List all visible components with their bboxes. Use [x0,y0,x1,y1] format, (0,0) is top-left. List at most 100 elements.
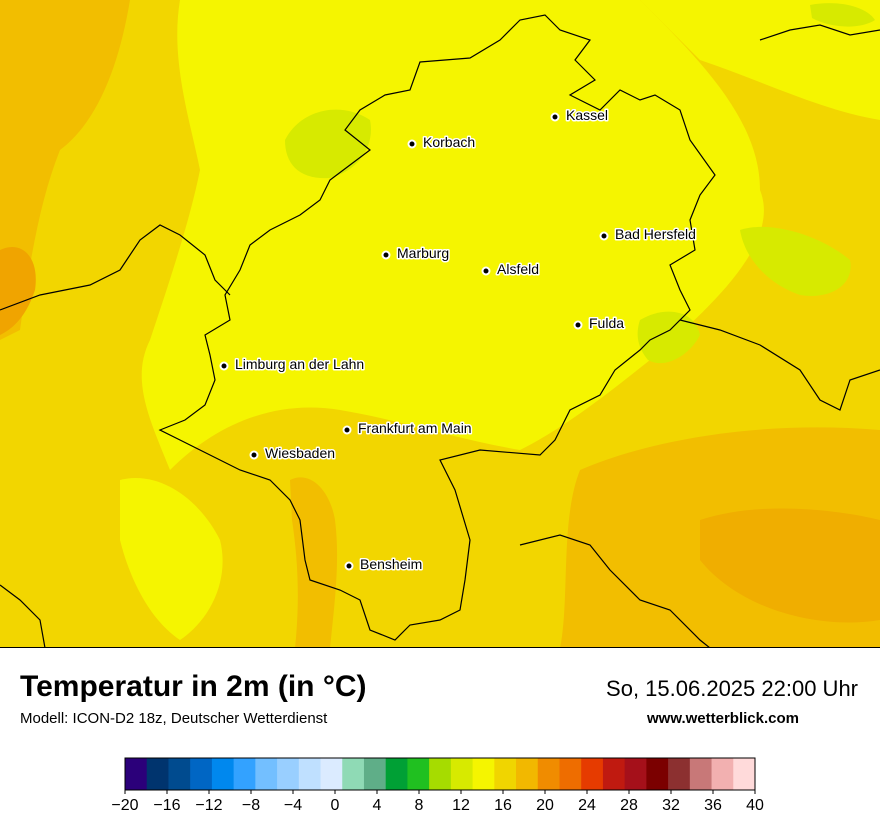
city-marker-frankfurt: Frankfurt am Main [342,419,473,438]
cool-patch-east [740,226,851,296]
legend-tick-label: 36 [704,797,722,814]
legend-color-step [494,758,517,790]
color-legend: −20 −16 −12 −8 −4 0 4 8 12 16 20 24 28 32 36 40 [100,755,780,825]
city-dot [381,250,391,260]
city-dot [573,320,583,330]
city-marker-fulda: Fulda [573,314,626,333]
city-label: Marburg [397,245,449,261]
legend-color-step [537,758,560,790]
cool-patch-northeast [810,3,875,27]
city-marker-limburg: Limburg an der Lahn [219,355,366,374]
legend-color-step [255,758,278,790]
city-label: Kassel [566,107,608,123]
legend-tick-label: −12 [195,797,222,814]
city-marker-bad-hersfeld: Bad Hersfeld [599,225,697,244]
legend-color-step [298,758,322,790]
map-title: Temperatur in 2m (in °C) [20,670,367,703]
state-border [158,14,716,641]
legend-color-step [407,758,430,790]
border-southeast [519,534,710,647]
legend-tick-label: −4 [284,797,302,814]
border-southwest [0,584,46,647]
legend-frame [124,757,756,791]
city-dot [342,425,352,435]
legend-color-step [190,758,213,790]
legend-tick-label: 0 [331,797,340,814]
legend-color-step [516,758,539,790]
legend-color-step [342,758,365,790]
city-marker-korbach: Korbach [407,133,477,152]
legend-color-step [211,758,235,790]
legend-color-step [711,758,734,790]
legend-tick-label: 28 [620,797,638,814]
legend-color-step [385,758,408,790]
temp-zone-north [640,0,880,120]
legend-tick-label: 4 [373,797,382,814]
model-source: Modell: ICON-D2 18z, Deutscher Wetterdie… [20,710,328,727]
city-label: Bad Hersfeld [615,226,696,242]
legend-color-step [472,758,495,790]
temp-zone-rhine [290,477,338,647]
legend-color-step [146,758,169,790]
legend-tick-label: 32 [662,797,680,814]
city-label: Frankfurt am Main [358,420,472,436]
legend-scale: −20 −16 −12 −8 −4 0 4 8 12 16 20 24 28 32 36 40 [111,757,764,814]
legend-color-step [233,758,256,790]
temp-zone-southeast-warm [700,508,880,623]
legend-color-step [277,758,300,790]
legend-color-step [363,758,387,790]
temp-zone-hotspot-west [0,246,36,335]
city-label: Wiesbaden [265,445,335,461]
city-label: Alsfeld [497,261,539,277]
map-canvas: Kassel Korbach Bad Hersfeld Marburg Alsf… [0,0,880,647]
legend-tick-label: 20 [536,797,554,814]
legend-color-step [689,758,713,790]
border-west [0,224,231,311]
legend-tick-label: 24 [578,797,596,814]
city-dot [599,231,609,241]
city-dot [249,450,259,460]
city-dot [481,266,491,276]
cool-patch-rhoen [637,311,700,364]
city-marker-wiesbaden: Wiesbaden [249,444,337,463]
city-marker-kassel: Kassel [550,106,610,125]
legend-color-step [624,758,647,790]
legend-tick-label: 8 [415,797,424,814]
temp-zone-central [141,0,764,470]
legend-tick-label: 40 [746,797,764,814]
legend-color-step [168,758,191,790]
legend-tick-label: −8 [242,797,260,814]
website-link[interactable]: www.wetterblick.com [647,710,799,727]
legend-tick-label: 16 [494,797,512,814]
city-label: Korbach [423,134,475,150]
forecast-datetime: So, 15.06.2025 22:00 Uhr [606,676,858,701]
legend-color-step [733,758,756,790]
border-east [679,319,880,411]
legend-color-step [125,758,148,790]
border-northeast [759,24,880,41]
legend-color-step [668,758,691,790]
legend-color-step [646,758,669,790]
city-label: Bensheim [360,556,422,572]
legend-color-step [320,758,343,790]
city-dot [344,561,354,571]
legend-color-step [559,758,582,790]
legend-color-step [450,758,474,790]
legend-color-step [429,758,452,790]
legend-color-step [602,758,626,790]
city-label: Limburg an der Lahn [235,356,364,372]
city-label: Fulda [589,315,624,331]
city-marker-alsfeld: Alsfeld [481,260,541,279]
city-marker-marburg: Marburg [381,244,451,263]
city-dot [407,139,417,149]
legend-color-step [581,758,604,790]
temp-zone-south [120,478,223,640]
legend-tick-label: −16 [153,797,180,814]
city-marker-bensheim: Bensheim [344,555,424,574]
city-dot [219,361,229,371]
cool-patch-korbach [285,109,371,179]
city-dot [550,112,560,122]
temperature-map: Kassel Korbach Bad Hersfeld Marburg Alsf… [0,0,880,648]
legend-tick-label: 12 [452,797,470,814]
legend-tick-label: −20 [111,797,138,814]
